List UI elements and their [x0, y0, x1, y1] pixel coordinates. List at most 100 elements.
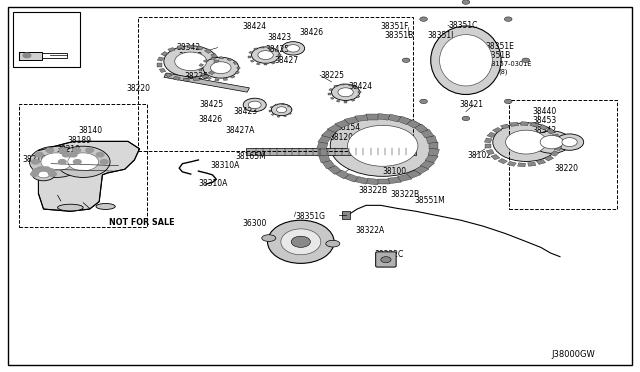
Text: 38322B: 38322B	[390, 190, 420, 199]
Circle shape	[86, 148, 93, 153]
Circle shape	[252, 47, 280, 63]
Bar	[198, 69, 202, 71]
Circle shape	[42, 167, 50, 171]
Circle shape	[420, 17, 428, 21]
Circle shape	[23, 53, 31, 58]
Text: 38120: 38120	[330, 133, 354, 142]
Circle shape	[62, 153, 70, 157]
Bar	[317, 142, 328, 150]
Text: 38351B: 38351B	[384, 31, 413, 40]
Circle shape	[287, 45, 300, 52]
Text: 38424: 38424	[242, 22, 266, 31]
Bar	[329, 89, 333, 91]
Bar	[177, 45, 184, 49]
Bar	[356, 96, 360, 98]
Bar	[42, 53, 67, 58]
Bar	[138, 17, 413, 151]
Circle shape	[41, 153, 72, 171]
Ellipse shape	[431, 26, 501, 94]
Bar	[278, 54, 280, 56]
Bar	[388, 177, 401, 184]
Circle shape	[37, 167, 45, 171]
Text: (8): (8)	[498, 68, 508, 75]
Text: 38189: 38189	[67, 136, 92, 145]
Text: 38425: 38425	[200, 100, 224, 109]
Text: 38210: 38210	[56, 145, 81, 154]
Circle shape	[164, 46, 218, 77]
Text: 38426: 38426	[300, 28, 324, 37]
Bar	[271, 62, 275, 64]
Bar	[282, 103, 284, 105]
Ellipse shape	[262, 235, 276, 241]
Circle shape	[562, 138, 577, 147]
Text: C8320M: C8320M	[16, 12, 47, 21]
Bar	[491, 154, 500, 160]
Bar	[486, 150, 494, 155]
Circle shape	[31, 160, 39, 164]
Bar	[358, 92, 360, 93]
Bar	[168, 48, 175, 52]
Circle shape	[31, 172, 38, 176]
Bar	[527, 162, 536, 166]
Bar	[485, 144, 491, 148]
Circle shape	[59, 148, 67, 153]
Circle shape	[203, 57, 239, 78]
FancyArrow shape	[164, 73, 250, 92]
Bar	[426, 136, 437, 144]
Text: 38154: 38154	[336, 123, 360, 132]
Circle shape	[522, 58, 530, 62]
Bar	[484, 138, 492, 143]
Bar	[333, 85, 337, 87]
Text: 38220: 38220	[554, 164, 579, 173]
Text: 38342: 38342	[532, 126, 557, 135]
Bar	[202, 74, 209, 78]
Circle shape	[49, 172, 56, 176]
Circle shape	[175, 52, 207, 71]
Text: 38220: 38220	[127, 84, 151, 93]
Bar	[13, 12, 80, 67]
Text: 38453: 38453	[178, 52, 202, 61]
Bar	[319, 155, 330, 163]
Bar	[19, 52, 42, 60]
Circle shape	[330, 115, 435, 176]
Circle shape	[37, 170, 50, 178]
Bar	[425, 154, 438, 163]
Circle shape	[58, 160, 66, 164]
Bar	[397, 116, 412, 125]
Text: 38351F: 38351F	[381, 22, 410, 31]
Bar	[536, 160, 546, 164]
Text: 38102: 38102	[467, 151, 492, 160]
Bar	[246, 148, 416, 155]
Text: 38351C: 38351C	[448, 21, 477, 30]
Bar	[256, 63, 260, 65]
Text: 38210A: 38210A	[22, 155, 52, 164]
Text: 38440: 38440	[180, 62, 205, 71]
Bar	[275, 50, 278, 52]
Bar	[250, 60, 254, 62]
Bar	[208, 70, 216, 75]
Bar	[204, 49, 212, 53]
Text: 38426: 38426	[198, 115, 223, 124]
Circle shape	[68, 153, 99, 171]
Polygon shape	[38, 141, 140, 211]
Circle shape	[35, 153, 43, 157]
Bar	[19, 104, 147, 227]
Bar	[355, 177, 369, 184]
Circle shape	[100, 160, 108, 164]
Bar	[539, 125, 548, 130]
Bar	[271, 114, 274, 115]
Bar	[344, 174, 359, 182]
Circle shape	[462, 116, 470, 121]
FancyBboxPatch shape	[376, 252, 396, 267]
Circle shape	[73, 148, 81, 153]
Bar	[378, 179, 390, 184]
Text: 38322C: 38322C	[374, 250, 404, 259]
Bar	[173, 76, 180, 80]
Bar	[237, 67, 240, 69]
Bar	[510, 122, 518, 126]
Bar	[355, 115, 368, 122]
Bar	[414, 124, 428, 133]
Circle shape	[70, 153, 77, 157]
Bar	[275, 104, 278, 105]
Bar	[500, 124, 509, 129]
